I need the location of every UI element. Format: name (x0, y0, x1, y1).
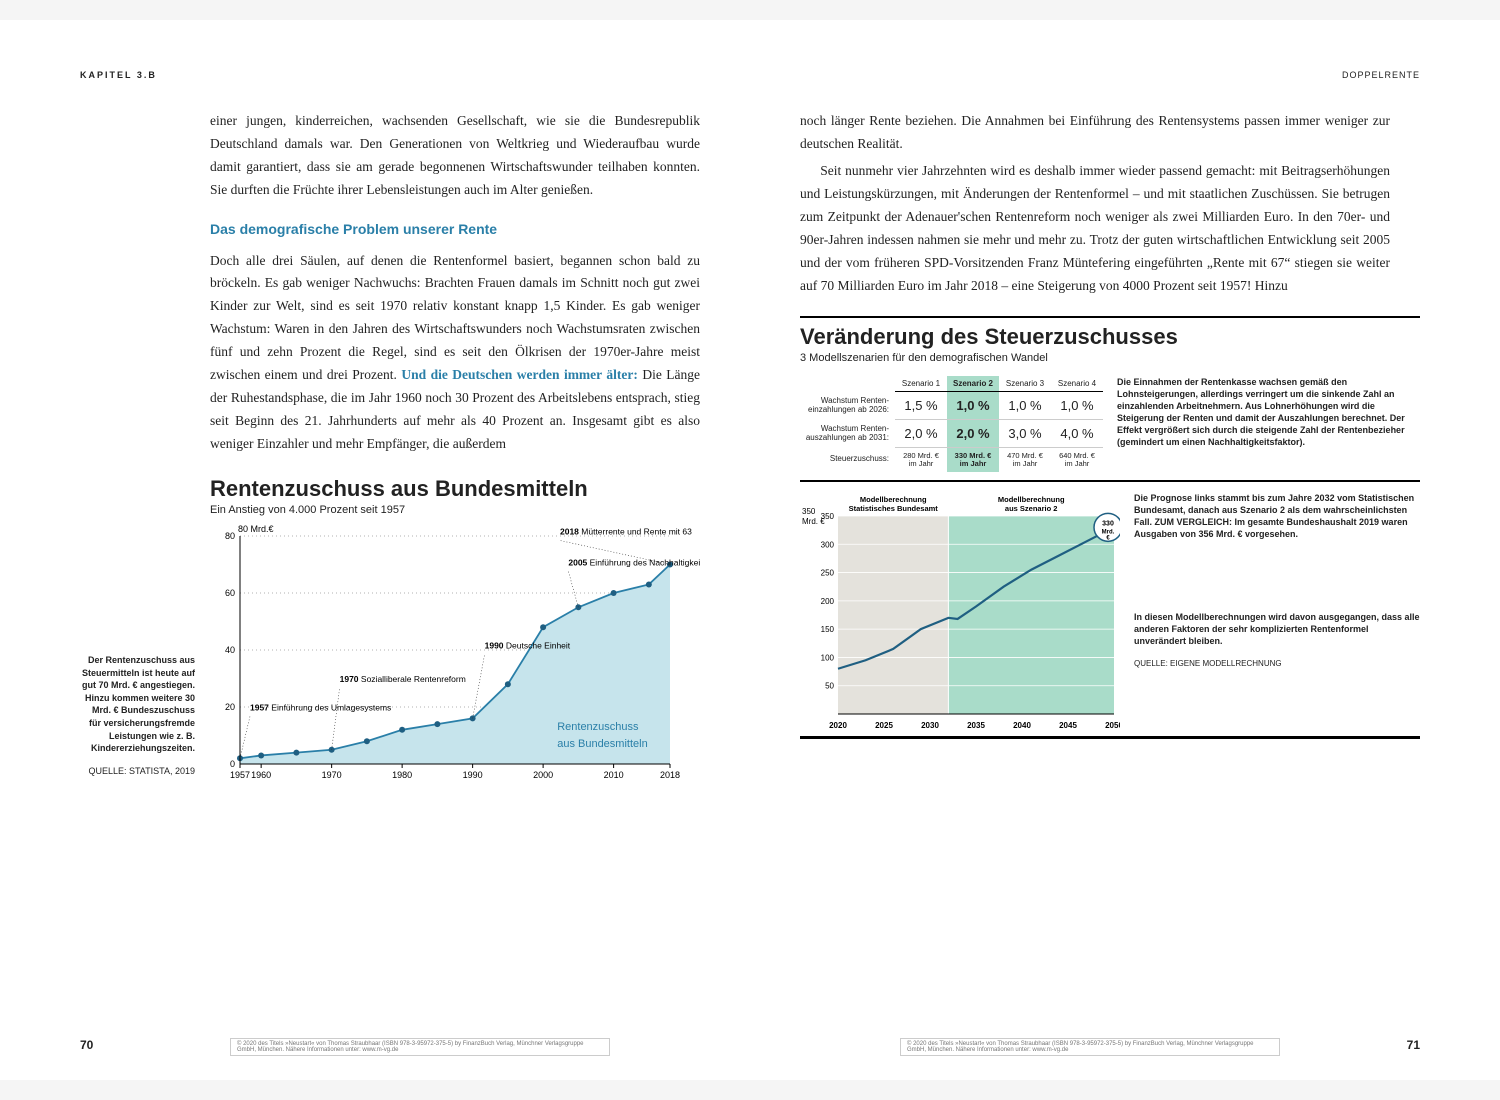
svg-text:Mrd. €: Mrd. € (802, 517, 825, 526)
svg-text:aus Szenario 2: aus Szenario 2 (1005, 504, 1058, 513)
svg-text:Modellberechnung: Modellberechnung (860, 495, 927, 504)
svg-text:200: 200 (821, 597, 835, 606)
page-number-right: 71 (1407, 1038, 1420, 1052)
svg-text:2025: 2025 (875, 721, 893, 730)
page-number-left: 70 (80, 1038, 93, 1052)
chart-1-subtitle: Ein Anstieg von 4.000 Prozent seit 1957 (80, 504, 700, 516)
svg-text:2040: 2040 (1013, 721, 1031, 730)
footer-citation: © 2020 des Titels »Neustart« von Thomas … (230, 1038, 610, 1056)
svg-text:250: 250 (821, 569, 835, 578)
chart-2-source: QUELLE: EIGENE MODELLRECHNUNG (1134, 659, 1420, 670)
chart-2-note-b: In diesen Modellberechnungen wird davon … (1134, 611, 1420, 647)
scenario-table-row: Szenario 1Szenario 2Szenario 3Szenario 4… (800, 376, 1420, 483)
svg-text:80 Mrd.€: 80 Mrd.€ (238, 524, 274, 534)
svg-text:1980: 1980 (392, 770, 412, 780)
inline-bold: Und die Deutschen werden immer älter: (401, 367, 638, 382)
svg-text:1970: 1970 (322, 770, 342, 780)
paragraph: noch länger Rente beziehen. Die Annahmen… (800, 110, 1390, 156)
svg-text:150: 150 (821, 625, 835, 634)
svg-text:100: 100 (821, 653, 835, 662)
chart-2-side-column: Die Prognose links stammt bis zum Jahre … (1134, 492, 1420, 732)
svg-text:2000: 2000 (533, 770, 553, 780)
left-page: KAPITEL 3.B einer jungen, kinderreichen,… (0, 20, 750, 1080)
svg-text:1957 Einführung des Umlagesyst: 1957 Einführung des Umlagesystems (250, 702, 391, 712)
svg-text:1960: 1960 (251, 770, 271, 780)
svg-text:2050: 2050 (1105, 721, 1120, 730)
svg-text:1990: 1990 (463, 770, 483, 780)
scenario-side-text: Die Einnahmen der Rentenkasse wachsen ge… (1117, 376, 1420, 473)
page-header-right: DOPPELRENTE (800, 70, 1420, 80)
svg-text:2018 Mütterrente und Rente mit: 2018 Mütterrente und Rente mit 63 (560, 526, 692, 536)
svg-text:50: 50 (825, 682, 834, 691)
book-spread: KAPITEL 3.B einer jungen, kinderreichen,… (0, 20, 1500, 1080)
svg-text:2005 Einführung des Nachhaltig: 2005 Einführung des Nachhaltigkeitsfakto… (568, 557, 700, 567)
svg-text:2020: 2020 (829, 721, 847, 730)
svg-text:2018: 2018 (660, 770, 680, 780)
chart-1-title: Rentenzuschuss aus Bundesmitteln (80, 476, 700, 502)
svg-text:300: 300 (821, 540, 835, 549)
chart-2-note-a: Die Prognose links stammt bis zum Jahre … (1134, 492, 1420, 541)
svg-text:aus Bundesmitteln: aus Bundesmitteln (557, 738, 648, 750)
chart-2-bottom-rule (800, 736, 1420, 739)
chart-2-line-row: 50100150200250300350350Mrd. €20202025203… (800, 492, 1420, 732)
chapter-header: KAPITEL 3.B (80, 70, 700, 80)
svg-text:Modellberechnung: Modellberechnung (998, 495, 1065, 504)
svg-text:2045: 2045 (1059, 721, 1077, 730)
scenario-table: Szenario 1Szenario 2Szenario 3Szenario 4… (800, 376, 1103, 473)
paragraph: Seit nunmehr vier Jahrzehnten wird es de… (800, 160, 1390, 298)
chart-1-block: Rentenzuschuss aus Bundesmitteln Ein Ans… (80, 476, 700, 784)
paragraph: einer jungen, kinderreichen, wachsenden … (210, 110, 700, 202)
body-column-left: einer jungen, kinderreichen, wachsenden … (80, 110, 700, 456)
svg-text:1970 Sozialliberale Rentenrefo: 1970 Sozialliberale Rentenreform (340, 674, 466, 684)
chart-2-block: Veränderung des Steuerzuschusses 3 Model… (800, 316, 1420, 740)
svg-text:Rentenzuschuss: Rentenzuschuss (557, 721, 639, 733)
svg-text:2010: 2010 (604, 770, 624, 780)
svg-text:20: 20 (225, 702, 235, 712)
paragraph: Doch alle drei Säulen, auf denen die Ren… (210, 250, 700, 456)
svg-text:350: 350 (802, 507, 816, 516)
svg-text:0: 0 (230, 759, 235, 769)
chart-1-source: QUELLE: STATISTA, 2019 (80, 765, 195, 778)
chart-1-sidenote: Der Rentenzuschuss aus Steuermitteln ist… (80, 524, 210, 784)
svg-text:Statistisches Bundesamt: Statistisches Bundesamt (849, 504, 939, 513)
svg-text:80: 80 (225, 531, 235, 541)
right-page: DOPPELRENTE noch länger Rente beziehen. … (750, 20, 1500, 1080)
chart-2-title: Veränderung des Steuerzuschusses (800, 324, 1420, 350)
svg-text:40: 40 (225, 645, 235, 655)
svg-text:60: 60 (225, 588, 235, 598)
chart-1-area-chart: 0 20 40 60 8080 Mrd.€ 19571960 1970 1980 1990 200… (210, 524, 700, 784)
body-column-right: noch länger Rente beziehen. Die Annahmen… (800, 110, 1420, 298)
svg-text:1990 Deutsche Einheit: 1990 Deutsche Einheit (485, 640, 571, 650)
chart-2-subtitle: 3 Modellszenarien für den demografischen… (800, 352, 1420, 364)
svg-text:330: 330 (1102, 520, 1114, 527)
svg-text:1957: 1957 (230, 770, 250, 780)
chart-2-line-chart: 50100150200250300350350Mrd. €20202025203… (800, 492, 1120, 732)
svg-text:2035: 2035 (967, 721, 985, 730)
section-heading: Das demografische Problem unserer Rente (210, 218, 700, 242)
footer-citation: © 2020 des Titels »Neustart« von Thomas … (900, 1038, 1280, 1056)
svg-text:2030: 2030 (921, 721, 939, 730)
